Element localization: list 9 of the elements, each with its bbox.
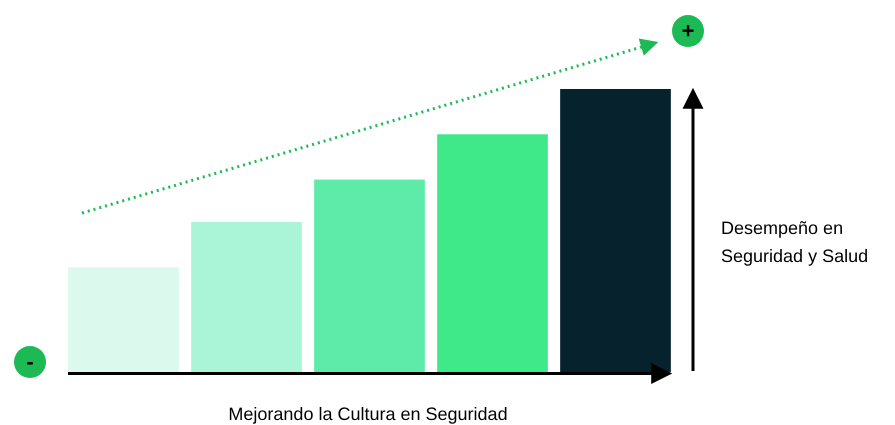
bar: [437, 134, 548, 372]
bar: [560, 89, 671, 372]
text: -: [26, 349, 34, 374]
y-axis-title: Desempeño en Seguridad y Salud: [721, 218, 868, 266]
text: +: [682, 18, 694, 43]
bar: [68, 267, 179, 372]
bar: [191, 222, 302, 372]
x-axis-title: Mejorando la Cultura en Seguridad: [228, 404, 508, 424]
bar: [314, 180, 425, 372]
